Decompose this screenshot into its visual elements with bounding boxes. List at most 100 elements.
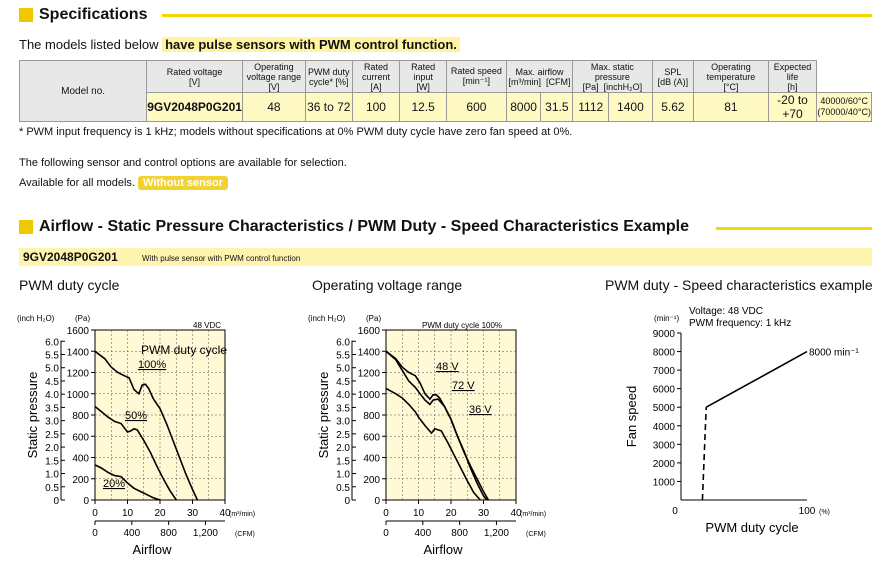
y-tick-label: 400 <box>72 454 89 465</box>
y-tick-label: 9000 <box>653 329 676 340</box>
y-tick-label: 1600 <box>358 326 381 337</box>
model-header: Model no. <box>18 60 148 122</box>
x2-unit: (CFM) <box>526 531 546 538</box>
section-marker-icon <box>19 8 33 22</box>
x-tick-label: 10 <box>122 508 134 519</box>
y-axis-label: Static pressure <box>25 372 40 459</box>
y-axis-label: Fan speed <box>624 386 639 447</box>
y-tick-label: 600 <box>72 432 89 443</box>
x2-unit: (CFM) <box>235 531 255 538</box>
y2-tick-label: 3.0 <box>336 417 350 428</box>
y-tick-label: 1000 <box>653 477 676 488</box>
x-tick-label: 20 <box>445 508 457 519</box>
x-tick-label: 40 <box>510 508 522 519</box>
intro-text: The models listed below have pulse senso… <box>19 37 460 52</box>
th-expected-life: Expected life [h] <box>767 60 818 93</box>
cell-rated-input: 600 <box>446 92 507 122</box>
y2-tick-label: 1.0 <box>45 470 59 481</box>
series-label: 50% <box>125 410 147 422</box>
model-bar-model: 9GV2048P0G201 <box>23 250 118 264</box>
cell-pressure-inch: 5.62 <box>651 92 695 122</box>
y2-tick-label: 6.0 <box>336 337 350 348</box>
y2-tick-label: 4.0 <box>336 390 350 401</box>
y-tick-label: 0 <box>374 496 380 507</box>
y2-tick-label: 0 <box>344 496 350 507</box>
x-tick-label: 10 <box>413 508 425 519</box>
x2-tick-label: 1,200 <box>193 528 218 539</box>
y2-tick-label: 0.5 <box>45 483 59 494</box>
series-line <box>94 464 161 501</box>
cell-temp: -20 to +70 <box>767 92 818 122</box>
y-tick-label: 1000 <box>67 390 90 401</box>
chart-annotation-frequency: PWM frequency: 1 kHz <box>689 318 791 329</box>
y2-tick-label: 3.0 <box>45 417 59 428</box>
y-tick-label: 1200 <box>358 369 381 380</box>
th-rated-input: Rated input [W] <box>399 60 448 93</box>
cell-spl: 81 <box>693 92 769 122</box>
section-divider <box>162 14 872 17</box>
cell-operating-range: 36 to 72 <box>304 92 353 122</box>
y2-tick-label: 2.0 <box>45 443 59 454</box>
series-label: 36 V <box>469 404 492 416</box>
y2-tick-label: 0 <box>53 496 59 507</box>
series-label: 48 V <box>436 361 459 373</box>
y-tick-label: 800 <box>72 411 89 422</box>
th-pwm-duty: PWM duty cycle* [%] <box>304 60 353 93</box>
section-marker-icon <box>19 220 33 234</box>
y2-tick-label: 6.0 <box>45 337 59 348</box>
x-tick-label: 0 <box>672 506 678 517</box>
y-tick-label: 8000 <box>653 348 676 359</box>
x-unit: (m³/min) <box>229 511 255 518</box>
cell-rated-voltage: 48 <box>241 92 306 122</box>
th-rated-voltage: Rated voltage [V] <box>146 60 243 93</box>
x-unit: (m³/min) <box>520 511 546 518</box>
cell-rated-current: 12.5 <box>399 92 448 122</box>
y2-tick-label: 5.0 <box>45 364 59 375</box>
without-sensor-badge: Without sensor <box>138 176 228 190</box>
y-tick-label: 7000 <box>653 366 676 377</box>
x-tick-label: 0 <box>383 508 389 519</box>
intro-highlight: have pulse sensors with PWM control func… <box>162 37 460 52</box>
y2-tick-label: 1.5 <box>336 456 350 467</box>
cell-pressure-pa: 1400 <box>608 92 653 122</box>
series-line <box>385 350 488 501</box>
x-axis-label: PWM duty cycle <box>705 520 798 535</box>
y-tick-label: 1000 <box>358 390 381 401</box>
series-line <box>94 405 177 501</box>
x2-tick-label: 1,200 <box>484 528 509 539</box>
series-label: 100% <box>138 359 166 371</box>
pwm-duty-chart: (inch H₂O) (Pa)02004006008001000120014001… <box>17 314 255 557</box>
x2-tick-label: 0 <box>383 528 389 539</box>
x2-tick-label: 400 <box>414 528 431 539</box>
y2-unit: (inch H₂O) <box>308 314 346 323</box>
y2-tick-label: 4.5 <box>45 377 59 388</box>
model-bar <box>19 248 872 266</box>
y2-tick-label: 3.5 <box>336 403 350 414</box>
y2-tick-label: 5.5 <box>45 350 59 361</box>
model-cell: 9GV2048P0G201 <box>146 92 243 122</box>
x-tick-label: 30 <box>187 508 199 519</box>
x-tick-label: 0 <box>92 508 98 519</box>
cell-expected-life: 40000/60°C (70000/40°C) <box>816 92 872 122</box>
y-axis-label: Static pressure <box>316 372 331 459</box>
x2-tick-label: 400 <box>123 528 140 539</box>
section-divider <box>716 227 872 230</box>
cell-airflow-m3: 31.5 <box>540 92 574 122</box>
x-tick-label: 30 <box>478 508 490 519</box>
th-rated-speed: Rated speed [min⁻¹] <box>446 60 507 93</box>
y2-tick-label: 2.0 <box>336 443 350 454</box>
y-tick-label: 200 <box>72 475 89 486</box>
y-unit: (Pa) <box>366 314 381 323</box>
x-axis-label: Airflow <box>423 542 463 557</box>
y-tick-label: 4000 <box>653 422 676 433</box>
y2-tick-label: 3.5 <box>45 403 59 414</box>
y-tick-label: 400 <box>363 454 380 465</box>
y2-tick-label: 1.0 <box>336 470 350 481</box>
th-operating-temp: Operating temperature [°C] <box>693 60 769 93</box>
y2-tick-label: 2.5 <box>336 430 350 441</box>
x-axis-label: Airflow <box>132 542 172 557</box>
chart-annotation: 48 VDC <box>193 321 221 330</box>
available-text: Available for all models. <box>19 177 135 189</box>
speed-dashed-line <box>701 407 707 501</box>
